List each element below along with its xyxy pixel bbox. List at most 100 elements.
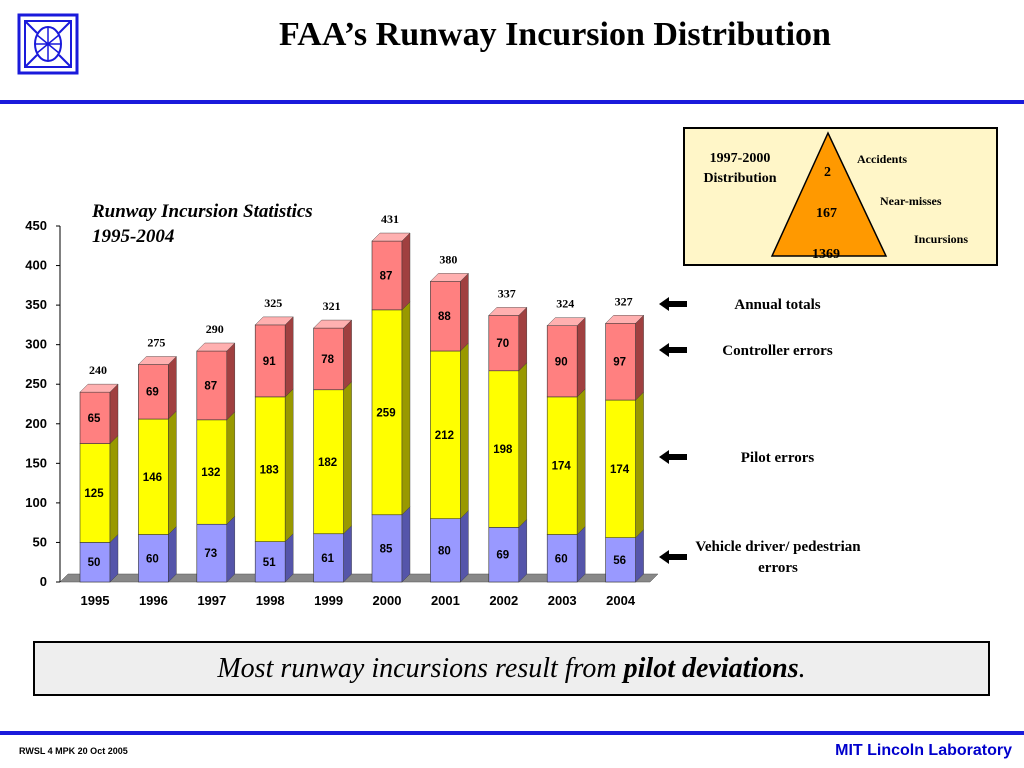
data-label: 69 — [146, 387, 159, 399]
bar-segment — [196, 419, 228, 525]
bar-segment-side — [285, 533, 294, 583]
data-label: 56 — [613, 555, 626, 567]
bar-segment-side — [109, 533, 119, 583]
bar-segment-side — [401, 232, 411, 311]
y-tick-label: 50 — [33, 534, 47, 549]
bar-top — [371, 232, 411, 242]
data-label: 80 — [438, 545, 451, 557]
bar-segment — [138, 534, 169, 583]
total-label: 324 — [556, 297, 574, 311]
distribution-pyramid-box: 1997-2000 Distribution 2 167 1369 Accide… — [683, 127, 998, 266]
data-label: 65 — [88, 413, 101, 425]
total-label: 337 — [498, 286, 516, 300]
arrow-icon-pilot-errors — [659, 450, 687, 464]
pilot-errors-label: Pilot errors — [740, 450, 815, 466]
x-tick-label: 2003 — [548, 593, 577, 608]
footer-reference: RWSL 4 MPK 20 Oct 2005 — [19, 746, 128, 756]
vehicle-errors-line1: Vehicle driver/ pedestrian — [695, 539, 861, 555]
bar-segment — [546, 325, 578, 398]
data-label: 198 — [493, 444, 513, 456]
bar-segment-side — [518, 518, 527, 583]
data-label: 132 — [201, 467, 220, 479]
conclusion-banner: Most runway incursions result from pilot… — [33, 641, 990, 696]
data-label: 60 — [146, 553, 159, 565]
y-tick-label: 300 — [25, 337, 47, 352]
x-tick-label: 1998 — [256, 593, 285, 608]
pyramid-triangle — [770, 131, 888, 257]
bar-segment-side — [460, 342, 469, 520]
controller-errors-label: Controller errors — [722, 343, 833, 359]
data-label: 73 — [204, 548, 217, 560]
bar-top — [79, 383, 119, 393]
bar-segment-side — [635, 391, 644, 539]
bar-segment — [313, 533, 344, 583]
total-label: 240 — [89, 363, 107, 377]
arrow-icon-annual-totals — [659, 297, 687, 311]
bar-segment-side — [285, 388, 294, 543]
conclusion-suffix: . — [798, 653, 806, 684]
bar-segment — [488, 315, 520, 372]
x-tick-label: 1999 — [314, 593, 343, 608]
y-tick-label: 150 — [25, 455, 47, 470]
x-tick-label: 1995 — [81, 593, 110, 608]
header-rule — [0, 100, 1024, 104]
data-label: 88 — [438, 311, 451, 323]
x-tick-label: 2000 — [373, 593, 402, 608]
data-label: 85 — [380, 543, 393, 555]
bar-segment-side — [226, 515, 236, 583]
bar-top — [429, 273, 469, 282]
total-label: 290 — [206, 322, 224, 336]
pyramid-near-misses-label: Near-misses — [880, 194, 942, 208]
bar-segment — [79, 391, 111, 444]
pyramid-incursions-value: 1369 — [812, 247, 840, 262]
x-tick-label: 1997 — [197, 593, 226, 608]
total-label: 327 — [615, 294, 633, 308]
pyramid-accidents-value: 2 — [824, 165, 831, 180]
bar-segment-side — [460, 510, 469, 583]
pyramid-accidents-label: Accidents — [857, 152, 907, 166]
bar-segment-side — [635, 314, 644, 401]
total-label: 325 — [264, 296, 282, 310]
pyramid-incursions-label: Incursions — [914, 232, 969, 246]
runway-incursion-chart: 0 50 100 150 200 250 300 350 400 450 50 125 65 240 199… — [25, 212, 659, 608]
bar-segment-side — [226, 342, 236, 421]
conclusion-prefix: Most runway incursions result from — [217, 653, 624, 684]
data-label: 97 — [613, 357, 626, 369]
bar-segment-side — [518, 306, 527, 372]
bar-top — [137, 356, 177, 365]
bar-segment — [254, 396, 286, 542]
bar-segment — [138, 418, 169, 535]
vehicle-errors-label: Vehicle driver/ pedestrian errors — [680, 537, 876, 579]
bar-segment — [371, 240, 403, 311]
data-label: 87 — [380, 270, 393, 282]
bar-segment-side — [109, 435, 119, 543]
total-label: 431 — [381, 212, 399, 226]
bar-segment — [196, 523, 228, 583]
bar-top — [488, 307, 528, 316]
pyramid-near-misses-value: 167 — [816, 206, 837, 221]
arrow-icon-controller-errors — [659, 343, 687, 357]
x-tick-label: 2001 — [431, 593, 460, 608]
x-tick-label: 1996 — [139, 593, 168, 608]
bar-segment-side — [343, 525, 352, 583]
bar-top — [313, 319, 353, 329]
x-tick-label: 2002 — [489, 593, 518, 608]
bar-segment-side — [168, 410, 177, 536]
y-tick-label: 350 — [25, 297, 47, 312]
bar-segment-side — [518, 362, 527, 528]
bar-segment — [430, 281, 461, 352]
data-label: 90 — [555, 356, 568, 368]
bar-segment — [605, 323, 636, 401]
total-label: 380 — [439, 252, 457, 266]
y-tick-label: 400 — [25, 258, 47, 273]
conclusion-emphasis: pilot deviations — [623, 653, 799, 684]
chart-title-line1: Runway Incursion Statistics — [92, 201, 313, 222]
data-label: 87 — [204, 380, 217, 392]
bar-segment-side — [577, 317, 586, 398]
y-tick-label: 100 — [25, 495, 47, 510]
bar-segment — [371, 514, 403, 583]
bar-segment-side — [168, 526, 177, 583]
bar-segment — [371, 309, 403, 516]
arrow-icon-vehicle-errors — [659, 550, 687, 564]
data-label: 50 — [88, 557, 101, 569]
